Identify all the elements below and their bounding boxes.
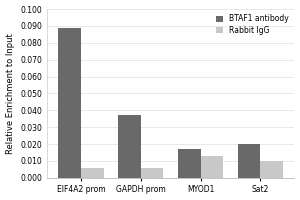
Bar [238,144,260,178]
Bar [81,168,103,178]
Y-axis label: Relative Enrichment to Input: Relative Enrichment to Input [6,33,15,154]
Bar [141,168,164,178]
Bar [201,156,223,178]
Bar [260,161,283,178]
Bar [58,28,81,178]
Legend: BTAF1 antibody, Rabbit IgG: BTAF1 antibody, Rabbit IgG [214,13,291,36]
Bar [118,115,141,178]
Bar [178,149,201,178]
